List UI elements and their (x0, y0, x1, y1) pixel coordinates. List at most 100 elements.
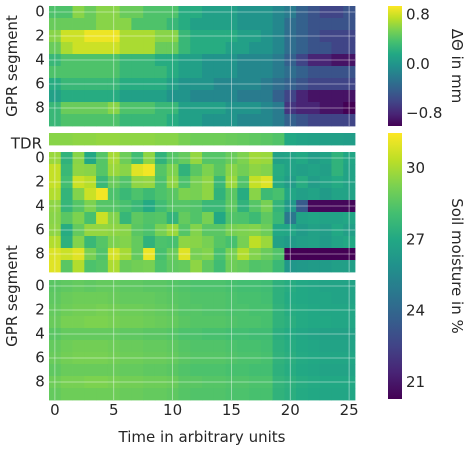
heatmap-cell (260, 364, 274, 377)
heatmap-cell (260, 388, 274, 401)
heatmap-cell (72, 133, 85, 146)
heatmap-cell (190, 260, 203, 273)
heatmap-cell (249, 188, 262, 201)
heatmap-cell (178, 388, 191, 401)
heatmap-cell (143, 316, 156, 329)
heatmap-cell (249, 66, 262, 79)
heatmap-cell (331, 164, 344, 177)
heatmap-cell (260, 66, 274, 79)
heatmap-cell (307, 292, 321, 305)
heatmap-cell (60, 42, 73, 55)
heatmap-cell (72, 340, 85, 353)
heatmap-cell (131, 114, 144, 127)
heatmap-cell (307, 260, 321, 273)
heatmap-cell (296, 316, 309, 329)
heatmap-cell (131, 212, 144, 225)
heatmap-cell (319, 236, 332, 249)
heatmap-cell (202, 292, 215, 305)
heatmap-cell (272, 388, 285, 401)
heatmap-cell (260, 212, 274, 225)
heatmap-cell (272, 133, 285, 146)
heatmap-cell (96, 18, 109, 31)
heatmap-cell (249, 316, 262, 329)
heatmap-cell (237, 18, 250, 31)
heatmap-cell (249, 388, 262, 401)
y-tick-label: 0 (35, 149, 45, 167)
heatmap-cell (296, 188, 309, 201)
panel-delta (49, 6, 356, 127)
colorbar-delta-gradient (388, 6, 402, 126)
heatmap-cell (272, 236, 285, 249)
colorbar-soil-label: Soil moisture in % (448, 198, 466, 334)
heatmap-cell (84, 260, 97, 273)
heatmap-cell (72, 292, 85, 305)
heatmap-cell (119, 18, 132, 31)
heatmap-cell (307, 388, 321, 401)
heatmap-cell (96, 164, 109, 177)
y-tick-label: 8 (35, 99, 45, 117)
heatmap-cell (72, 388, 85, 401)
heatmap-cell (319, 164, 332, 177)
y-axis-label-top: GPR segment (3, 15, 21, 117)
heatmap-cell (190, 292, 203, 305)
x-tick-label: 25 (340, 401, 359, 419)
heatmap-cell (307, 188, 321, 201)
heatmap-cell (260, 114, 274, 127)
heatmap-cell (296, 388, 309, 401)
heatmap-cell (260, 316, 274, 329)
heatmap-cell (60, 364, 73, 377)
y-tick-label: 6 (35, 349, 45, 367)
heatmap-cell (131, 90, 144, 103)
heatmap-cell (237, 260, 250, 273)
heatmap-cell (143, 260, 156, 273)
heatmap-cell (237, 90, 250, 103)
heatmap-cell (272, 90, 285, 103)
heatmap-cell (131, 188, 144, 201)
heatmap-cell (260, 236, 274, 249)
heatmap-cell (190, 212, 203, 225)
heatmap-cell (72, 316, 85, 329)
heatmap-cell (178, 133, 191, 146)
heatmap-cell (119, 212, 132, 225)
y-tick-label: 0 (35, 277, 45, 295)
heatmap-cell (131, 133, 144, 146)
heatmap-cell (119, 133, 132, 146)
heatmap-cell (237, 364, 250, 377)
heatmap-cell (96, 316, 109, 329)
heatmap-cell (260, 340, 274, 353)
heatmap-cell (213, 133, 226, 146)
heatmap-cell (213, 236, 226, 249)
y-tick-label: 8 (35, 373, 45, 391)
heatmap-cell (131, 164, 144, 177)
heatmap-cell (72, 236, 85, 249)
heatmap-cell (84, 212, 97, 225)
heatmap-cell (202, 340, 215, 353)
heatmap-cell (178, 188, 191, 201)
heatmap-cell (84, 133, 97, 146)
heatmap-cell (319, 260, 332, 273)
heatmap-cell (249, 364, 262, 377)
heatmap-cell (96, 388, 109, 401)
heatmap-cell (178, 164, 191, 177)
heatmap-cell (119, 340, 132, 353)
heatmap-cell (237, 133, 250, 146)
heatmap-cell (143, 133, 156, 146)
heatmap-cell (331, 90, 344, 103)
y-tick-label: 2 (35, 301, 45, 319)
heatmap-cell (119, 236, 132, 249)
heatmap-cell (154, 388, 168, 401)
heatmap-cell (190, 188, 203, 201)
heatmap-cell (319, 188, 332, 201)
heatmap-cell (331, 364, 344, 377)
heatmap-cell (72, 18, 85, 31)
heatmap-cell (213, 114, 226, 127)
y-tick-label: 6 (35, 221, 45, 239)
heatmap-cell (131, 364, 144, 377)
heatmap-cell (319, 18, 332, 31)
heatmap-cell (60, 292, 73, 305)
heatmap-cell (260, 188, 274, 201)
heatmap-cell (154, 133, 168, 146)
heatmap-cell (131, 42, 144, 55)
heatmap-cell (119, 188, 132, 201)
heatmap-cell (96, 90, 109, 103)
